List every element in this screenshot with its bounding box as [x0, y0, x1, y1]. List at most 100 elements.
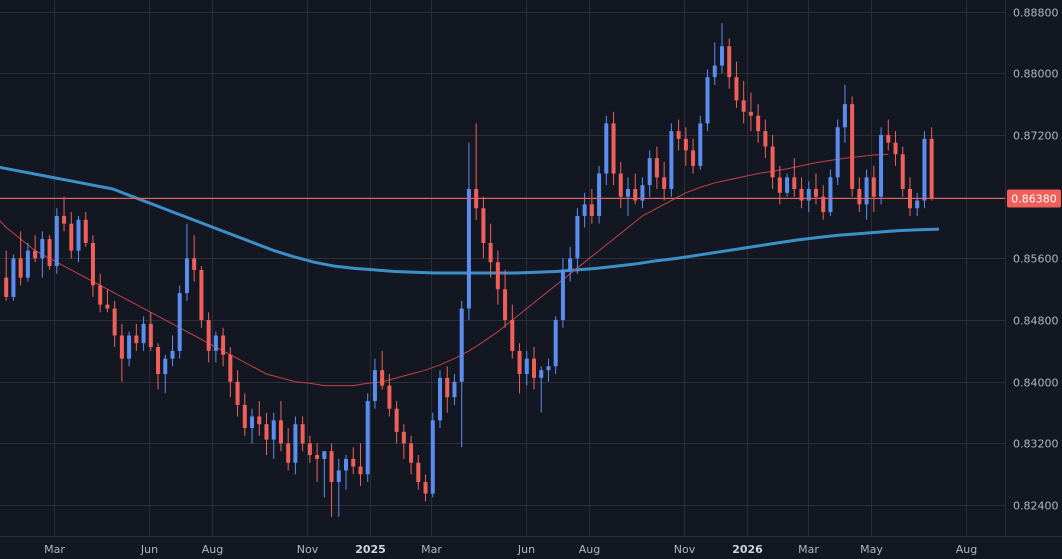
candle-body — [532, 358, 537, 378]
candle-body — [445, 377, 450, 398]
slow-moving-average — [0, 165, 939, 275]
time-axis[interactable]: Mar Jun Aug Nov 2025 Mar Jun Aug Nov 2026 Mar May Au… — [44, 543, 977, 556]
candle-body — [792, 177, 797, 189]
y-tick-label: 0.88800 — [1013, 7, 1059, 20]
candle-body — [69, 223, 74, 251]
candle-body — [546, 366, 551, 371]
candle-body — [199, 269, 204, 321]
candle-body — [430, 420, 435, 494]
candle-body — [850, 104, 855, 189]
x-tick-label: 2025 — [355, 543, 386, 556]
candle-body — [221, 335, 226, 355]
x-tick-label: May — [860, 543, 883, 556]
current-price-label: 0.86380 — [1011, 193, 1057, 206]
candle-body — [662, 177, 667, 189]
candle-body — [510, 320, 515, 351]
candle-body — [401, 431, 406, 444]
current-price-tag-background — [1007, 189, 1061, 208]
candle-body — [611, 123, 616, 174]
y-tick-label: 0.88000 — [1013, 68, 1059, 81]
current-price-tag: 0.86380 — [1007, 189, 1061, 208]
candle-body — [264, 424, 269, 440]
x-tick-label: Jun — [140, 543, 158, 556]
candle-body — [336, 470, 341, 483]
candle-body — [307, 443, 312, 456]
candle-body — [213, 335, 218, 351]
y-tick-label: 0.83200 — [1013, 438, 1059, 451]
candle-body — [734, 77, 739, 101]
candle-body — [503, 289, 508, 321]
candle-body — [242, 404, 247, 429]
candle-body — [539, 370, 544, 378]
candle-body — [625, 188, 630, 197]
candle-body — [257, 416, 262, 425]
candle-body — [423, 482, 428, 494]
candle-body — [76, 219, 81, 251]
candle-body — [228, 354, 233, 382]
candle-body — [879, 134, 884, 197]
y-tick-label: 0.84800 — [1013, 315, 1059, 328]
candle-body — [90, 242, 95, 286]
candle-body — [387, 385, 392, 409]
x-tick-label: Jun — [517, 543, 535, 556]
candle-body — [329, 451, 334, 483]
candle-body — [864, 177, 869, 205]
candle-body — [156, 347, 161, 375]
slow-ma-line — [0, 165, 939, 275]
candle-body — [597, 173, 602, 216]
candle-body — [438, 377, 443, 421]
candle-body — [683, 138, 688, 151]
candle-body — [488, 242, 493, 263]
x-tick-label: Aug — [956, 543, 977, 556]
candle-body — [83, 219, 88, 243]
candle-body — [62, 215, 67, 224]
candle-body — [691, 150, 696, 166]
x-tick-label: Nov — [674, 543, 696, 556]
candle-body — [719, 46, 724, 66]
candle-body — [98, 285, 103, 305]
candle-body — [842, 104, 847, 128]
candle-body — [647, 158, 652, 186]
candle-body — [835, 127, 840, 178]
candle-body — [25, 250, 30, 278]
candle-body — [813, 188, 818, 197]
candle-body — [250, 416, 255, 429]
candle-body — [206, 320, 211, 351]
candle-body — [828, 177, 833, 213]
candle-body — [669, 131, 674, 189]
candle-body — [235, 381, 240, 405]
candle-body — [712, 65, 717, 78]
candle-body — [553, 320, 558, 367]
candle-body — [394, 408, 399, 432]
candle-body — [517, 350, 522, 375]
candle-body — [134, 335, 139, 344]
candle-body — [495, 262, 500, 290]
candle-body — [148, 323, 153, 348]
candle-body — [300, 424, 305, 444]
candle-body — [416, 462, 421, 483]
x-tick-label: Mar — [421, 543, 442, 556]
candle-body — [727, 46, 732, 78]
candle-body — [770, 146, 775, 178]
candle-body — [452, 381, 457, 398]
candle-body — [900, 154, 905, 189]
candle-body — [112, 308, 117, 336]
x-tick-label: Nov — [297, 543, 319, 556]
candle-body — [871, 177, 876, 197]
candle-body — [365, 401, 370, 475]
candle-body — [177, 293, 182, 351]
x-tick-label: Aug — [579, 543, 600, 556]
candle-body — [618, 173, 623, 197]
candle-body — [47, 239, 52, 267]
candle-body — [582, 204, 587, 216]
candle-body — [184, 258, 189, 294]
x-tick-label: Aug — [202, 543, 223, 556]
x-tick-label: Mar — [44, 543, 65, 556]
candle-body — [575, 215, 580, 259]
candle-body — [141, 323, 146, 344]
candle-body — [286, 443, 291, 463]
candle-body — [524, 358, 529, 375]
candle-body — [33, 250, 38, 259]
candle-body — [821, 196, 826, 213]
